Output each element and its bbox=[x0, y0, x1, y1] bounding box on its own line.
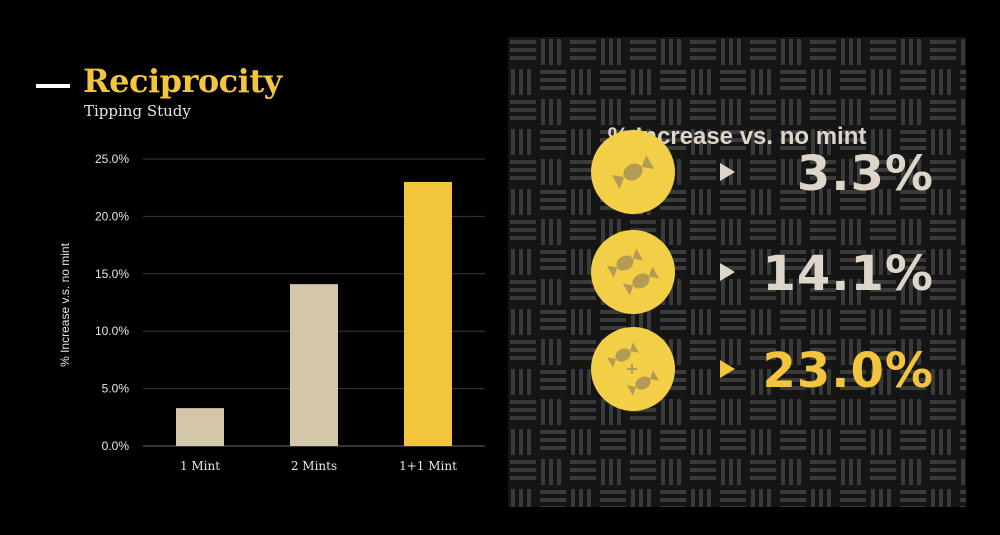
y-tick-label: 25.0% bbox=[95, 152, 129, 166]
y-tick-label: 10.0% bbox=[95, 324, 129, 338]
one-candy-icon bbox=[591, 130, 675, 214]
y-tick-label: 20.0% bbox=[95, 209, 129, 223]
x-category-label: 1+1 Mint bbox=[399, 459, 457, 473]
woven-pattern-background bbox=[508, 37, 966, 507]
result-row-1-mint: 3.3% bbox=[508, 130, 966, 218]
y-axis-label: % Increase v.s. no mint bbox=[58, 242, 72, 366]
result-row-2-mints: 14.1% bbox=[508, 230, 966, 318]
candy-plus-candy-icon bbox=[591, 327, 675, 411]
result-row-1-plus-1-mint: 23.0% bbox=[508, 327, 966, 415]
x-category-label: 2 Mints bbox=[291, 459, 337, 473]
row-arrow-icon bbox=[720, 360, 735, 378]
y-tick-label: 0.0% bbox=[102, 439, 130, 453]
bar bbox=[404, 181, 452, 446]
two-candies-icon bbox=[591, 230, 675, 314]
bar bbox=[290, 284, 338, 446]
y-tick-label: 15.0% bbox=[95, 267, 129, 281]
page-title: Reciprocity bbox=[83, 62, 282, 100]
title-dash bbox=[36, 84, 70, 88]
row-arrow-icon bbox=[720, 263, 735, 281]
row-arrow-icon bbox=[720, 163, 735, 181]
result-value: 23.0% bbox=[762, 343, 934, 399]
x-category-label: 1 Mint bbox=[180, 459, 220, 473]
bar-chart: 0.0% 5.0% 10.0% 15.0% 20.0% 25.0% 1 Mint 2 Min… bbox=[58, 152, 485, 473]
results-panel: % Increase vs. no mint 3.3% bbox=[508, 37, 966, 507]
result-value: 3.3% bbox=[796, 146, 934, 202]
result-value: 14.1% bbox=[762, 246, 934, 302]
bar bbox=[176, 408, 224, 446]
y-tick-label: 5.0% bbox=[102, 382, 130, 396]
page-subtitle: Tipping Study bbox=[84, 102, 191, 120]
